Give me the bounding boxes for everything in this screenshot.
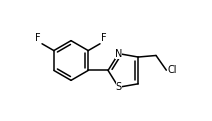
Text: N: N [115, 49, 122, 59]
Text: F: F [101, 33, 107, 43]
Text: Cl: Cl [168, 65, 177, 75]
Text: F: F [35, 33, 41, 43]
Text: S: S [116, 82, 122, 92]
